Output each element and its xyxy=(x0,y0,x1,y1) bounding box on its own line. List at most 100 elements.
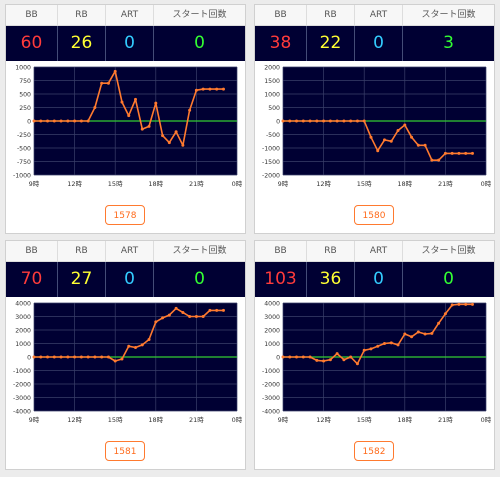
x-tick-label: 0時 xyxy=(232,416,243,424)
data-point xyxy=(39,355,43,359)
data-point xyxy=(308,355,312,359)
x-tick-label: 21時 xyxy=(189,416,204,424)
data-point xyxy=(470,151,474,155)
data-point xyxy=(281,119,285,123)
x-tick-label: 9時 xyxy=(29,416,40,424)
data-point xyxy=(369,135,373,139)
data-point xyxy=(174,306,178,310)
y-tick-label: -1000 xyxy=(13,173,31,180)
data-point xyxy=(66,355,70,359)
data-point xyxy=(147,124,151,128)
data-point xyxy=(134,97,137,101)
x-tick-label: 21時 xyxy=(189,180,204,188)
start-count: 3 xyxy=(443,33,454,53)
y-tick-label: 1000 xyxy=(15,341,31,348)
bb-count: 103 xyxy=(255,262,307,297)
data-point xyxy=(93,355,97,359)
y-tick-label: 0 xyxy=(276,355,280,362)
data-point xyxy=(443,151,447,155)
data-point xyxy=(355,119,359,123)
data-point xyxy=(181,310,185,314)
data-point xyxy=(59,355,63,359)
machine-number-button[interactable]: 1580 xyxy=(354,205,394,225)
y-tick-label: -3000 xyxy=(262,395,280,402)
data-point xyxy=(457,302,461,306)
x-tick-label: 18時 xyxy=(397,416,412,424)
y-tick-label: -1000 xyxy=(262,146,280,153)
data-point xyxy=(221,308,225,312)
x-tick-label: 21時 xyxy=(438,416,453,424)
data-point xyxy=(174,130,178,134)
data-point xyxy=(59,119,63,123)
machine-number-button[interactable]: 1582 xyxy=(354,441,394,461)
header-start-count: スタート回数 xyxy=(172,10,227,20)
y-tick-label: -500 xyxy=(266,132,280,139)
y-tick-label: 3000 xyxy=(15,314,31,321)
rb-count: 36 xyxy=(307,262,355,297)
header-rb: RB xyxy=(58,5,106,25)
data-point xyxy=(315,119,319,123)
data-point xyxy=(342,119,346,123)
stats-table: BB RB ART スタート回数 70 27 0 0 xyxy=(6,241,245,297)
y-tick-label: 1000 xyxy=(264,341,280,348)
bb-count: 38 xyxy=(255,26,307,61)
y-tick-label: -500 xyxy=(17,146,31,153)
stats-header: BB RB ART スタート回数 xyxy=(6,5,245,26)
data-point xyxy=(355,362,359,366)
data-point xyxy=(369,347,373,351)
x-tick-label: 15時 xyxy=(357,180,372,188)
data-point xyxy=(403,332,407,336)
y-tick-label: -2000 xyxy=(262,173,280,180)
stats-header: BB RB ART スタート回数 xyxy=(6,241,245,262)
data-point xyxy=(322,119,326,123)
x-tick-label: 15時 xyxy=(108,180,123,188)
y-tick-label: 2000 xyxy=(264,328,280,335)
data-point xyxy=(127,114,131,118)
data-point xyxy=(188,108,192,112)
data-point xyxy=(161,134,165,138)
stats-table: BB RB ART スタート回数 60 26 0 0 xyxy=(6,5,245,61)
data-point xyxy=(403,123,407,127)
data-point xyxy=(86,119,90,123)
data-point xyxy=(215,308,219,312)
x-tick-label: 15時 xyxy=(108,416,123,424)
rb-count: 22 xyxy=(307,26,355,61)
stats-header: BB RB ART スタート回数 xyxy=(255,5,494,26)
stats-values: 103 36 0 0 xyxy=(255,262,494,297)
data-point xyxy=(127,344,131,348)
data-point xyxy=(100,81,104,85)
stats-table: BB RB ART スタート回数 103 36 0 0 xyxy=(255,241,494,297)
header-art: ART xyxy=(106,241,154,261)
data-point xyxy=(383,138,386,142)
y-tick-label: -250 xyxy=(17,132,31,139)
data-point xyxy=(383,342,386,345)
data-point xyxy=(322,359,326,363)
start-count: 0 xyxy=(443,269,454,289)
data-point xyxy=(328,119,332,123)
data-point xyxy=(389,341,393,345)
data-point xyxy=(113,69,117,73)
data-point xyxy=(362,348,366,352)
stats-values: 38 22 0 3 xyxy=(255,26,494,61)
stats-table: BB RB ART スタート回数 38 22 0 3 xyxy=(255,5,494,61)
header-start-count: スタート回数 xyxy=(421,246,476,256)
machine-card-4: BB RB ART スタート回数 103 36 0 0 4000 3000 2000… xyxy=(254,240,495,470)
data-point xyxy=(46,355,50,359)
y-tick-label: -3000 xyxy=(13,395,31,402)
machine-number-button[interactable]: 1581 xyxy=(105,441,145,461)
machine-number-button[interactable]: 1578 xyxy=(105,205,145,225)
data-point xyxy=(349,119,353,123)
data-point xyxy=(106,355,110,359)
x-tick-label: 9時 xyxy=(278,416,289,424)
data-point xyxy=(335,119,339,123)
header-art: ART xyxy=(106,5,154,25)
data-point xyxy=(167,141,171,145)
x-tick-label: 18時 xyxy=(148,416,163,424)
data-point xyxy=(79,355,83,359)
data-point xyxy=(73,119,77,123)
data-point xyxy=(100,355,104,359)
data-point xyxy=(288,119,292,123)
header-bb: BB xyxy=(255,241,307,261)
